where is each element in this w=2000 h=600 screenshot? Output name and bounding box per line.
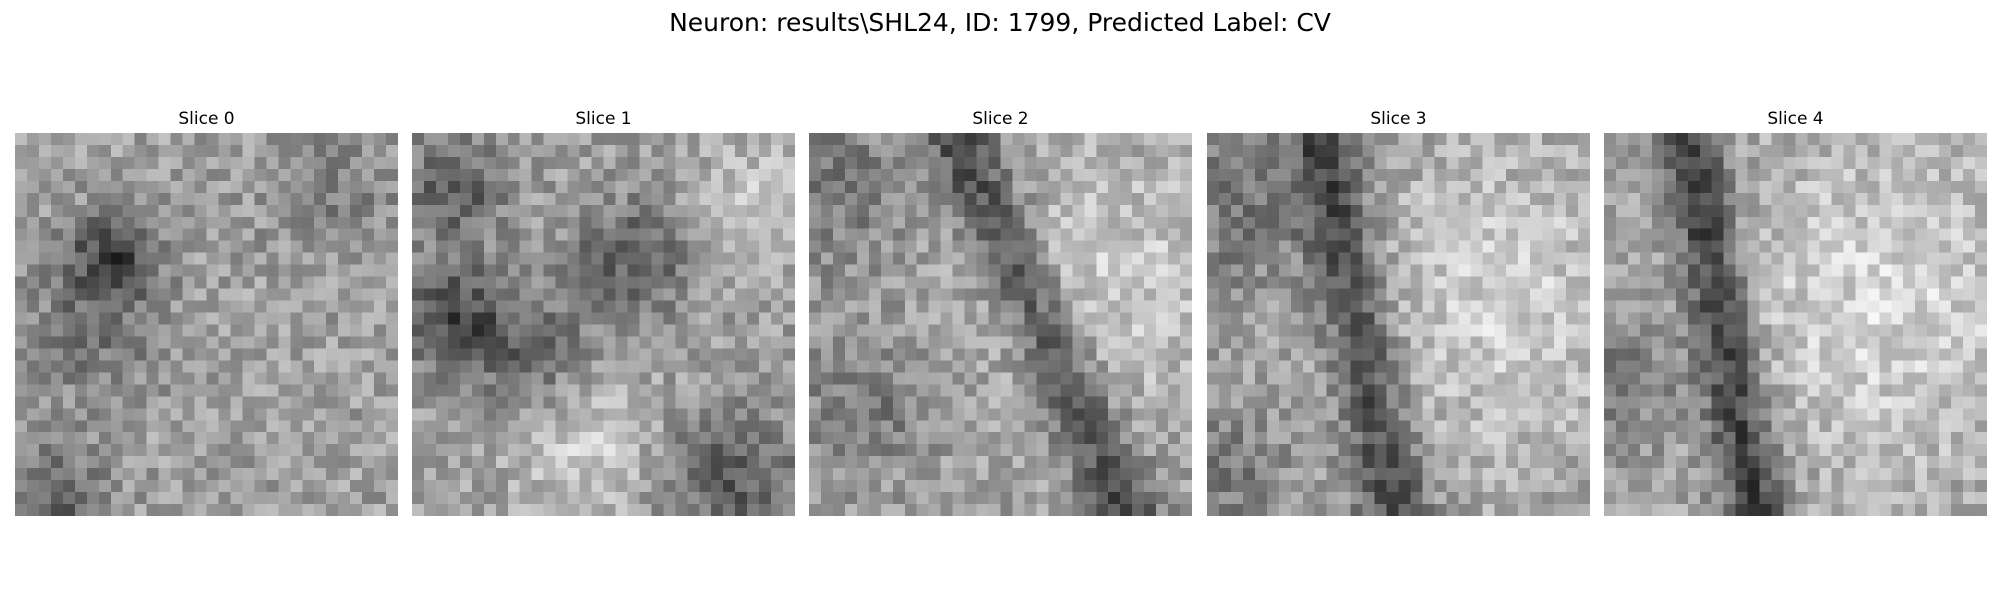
figure-title: Neuron: results\SHL24, ID: 1799, Predict…: [669, 8, 1331, 37]
slice-image: [15, 133, 398, 516]
slice-panel-3: Slice 3: [1207, 108, 1590, 516]
slice-panel-2: Slice 2: [809, 108, 1192, 516]
slice-panel-1: Slice 1: [412, 108, 795, 516]
slice-title: Slice 1: [575, 109, 632, 129]
slice-panel-4: Slice 4: [1604, 108, 1987, 516]
slice-title: Slice 4: [1767, 109, 1824, 129]
slice-title: Slice 3: [1370, 109, 1427, 129]
slice-image: [1604, 133, 1987, 516]
slice-image: [412, 133, 795, 516]
slice-image: [1207, 133, 1590, 516]
slice-panel-0: Slice 0: [15, 108, 398, 516]
slice-title: Slice 0: [178, 109, 235, 129]
slice-title: Slice 2: [972, 109, 1029, 129]
slice-image: [809, 133, 1192, 516]
